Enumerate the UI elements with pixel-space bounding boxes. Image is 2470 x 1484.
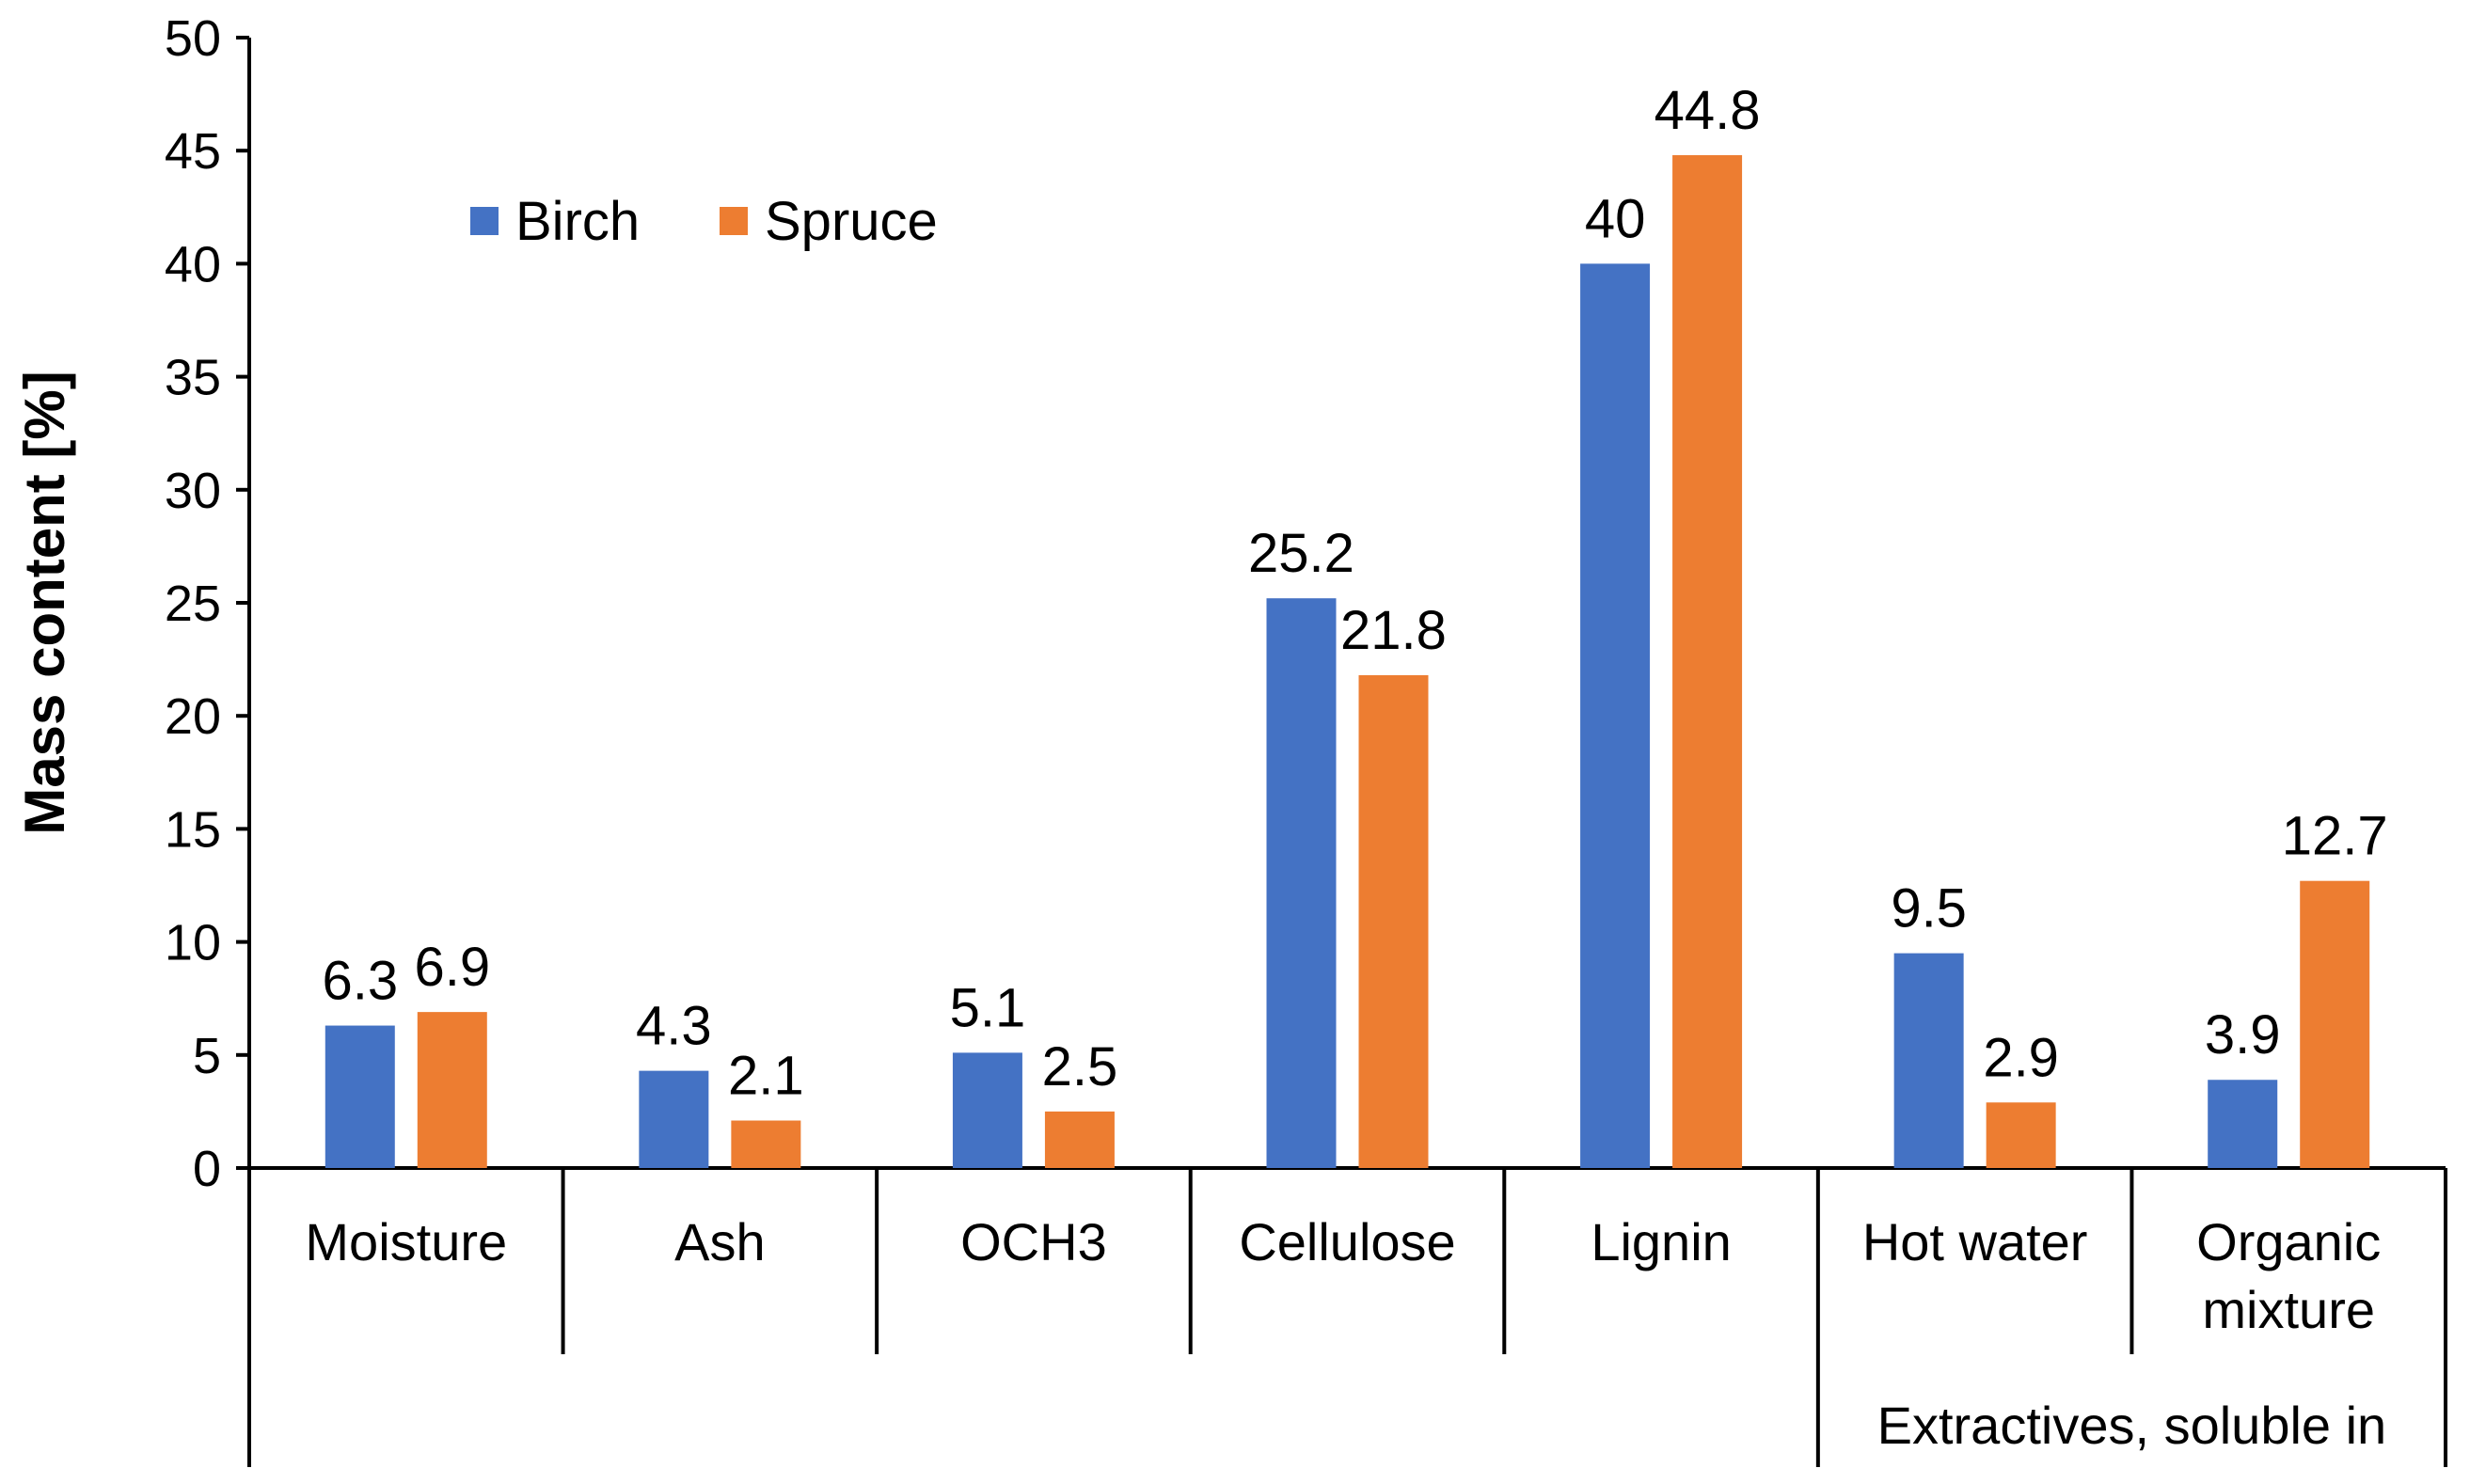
data-label-spruce: 12.7 — [2282, 806, 2388, 867]
data-label-spruce: 2.5 — [1042, 1036, 1118, 1097]
legend-label-birch: Birch — [515, 191, 640, 252]
category-label: Lignin — [1591, 1212, 1731, 1271]
data-label-spruce: 2.1 — [728, 1046, 804, 1107]
data-label-spruce: 21.8 — [1340, 600, 1447, 661]
y-tick-label: 35 — [165, 350, 221, 406]
x-axis — [247, 1166, 2447, 1467]
bar-birch — [2208, 1080, 2278, 1168]
y-tick-label: 20 — [165, 688, 221, 745]
group-label: Extractives, soluble in — [1877, 1396, 2387, 1455]
y-tick-label: 25 — [165, 576, 221, 632]
bar-birch — [325, 1025, 395, 1168]
bar-spruce — [417, 1012, 487, 1168]
y-tick-label: 30 — [165, 463, 221, 519]
y-axis-title: Mass content [%] — [13, 371, 76, 834]
y-tick-label: 40 — [165, 236, 221, 292]
bar-birch — [1893, 953, 1964, 1168]
y-tick-label: 45 — [165, 123, 221, 180]
bar-spruce — [1044, 1111, 1115, 1168]
legend: Birch Spruce — [470, 191, 938, 252]
y-tick-label: 5 — [193, 1028, 221, 1084]
bars — [325, 155, 2370, 1168]
y-tick-label: 0 — [193, 1141, 221, 1197]
y-axis-title-group: Mass content [%] — [13, 371, 76, 834]
category-label: mixture — [2202, 1280, 2375, 1339]
y-axis: 0 5 10 15 20 25 30 35 40 45 50 — [165, 10, 251, 1197]
data-label-birch: 5.1 — [950, 977, 1026, 1038]
data-label-birch: 9.5 — [1891, 878, 1967, 939]
category-label: Ash — [674, 1212, 766, 1271]
data-label-spruce: 44.8 — [1655, 80, 1761, 141]
bar-birch — [639, 1070, 709, 1168]
data-label-spruce: 6.9 — [414, 937, 490, 998]
y-tick-label: 50 — [165, 10, 221, 67]
category-label: Hot water — [1862, 1212, 2088, 1271]
bar-birch — [1266, 598, 1337, 1168]
data-label-birch: 25.2 — [1248, 523, 1354, 584]
category-label: Cellulose — [1239, 1212, 1455, 1271]
bar-spruce — [1986, 1102, 2056, 1168]
category-label: Organic — [2196, 1212, 2381, 1271]
bar-birch — [1580, 263, 1651, 1168]
data-label-birch: 40 — [1585, 188, 1646, 249]
category-labels: Moisture Ash OCH3 Cellulose Lignin Hot water O… — [305, 1212, 2386, 1455]
legend-label-spruce: Spruce — [765, 191, 938, 252]
y-tick-label: 15 — [165, 801, 221, 858]
y-tick-label: 10 — [165, 915, 221, 971]
bar-spruce — [1358, 674, 1429, 1168]
data-label-birch: 3.9 — [2205, 1004, 2281, 1066]
bar-spruce — [731, 1120, 801, 1168]
data-label-birch: 6.3 — [322, 951, 398, 1012]
data-label-birch: 4.3 — [636, 996, 712, 1057]
legend-swatch-birch — [470, 207, 499, 235]
bar-birch — [952, 1052, 1022, 1168]
bar-spruce — [1672, 155, 1743, 1168]
category-label: Moisture — [305, 1212, 507, 1271]
bar-spruce — [2300, 880, 2370, 1168]
data-label-spruce: 2.9 — [1983, 1027, 2059, 1088]
category-label: OCH3 — [960, 1212, 1107, 1271]
legend-swatch-spruce — [720, 207, 748, 235]
